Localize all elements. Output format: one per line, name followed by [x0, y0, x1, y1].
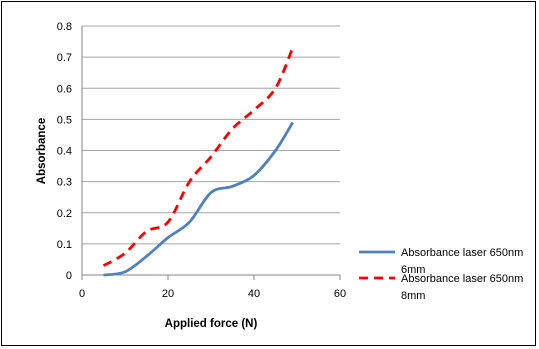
y-tick-label: 0.5	[57, 114, 72, 126]
y-tick-label: 0.7	[57, 52, 72, 64]
x-tick-label: 40	[248, 288, 260, 300]
x-tick-label: 60	[334, 288, 346, 300]
legend-label-1: Absorbance laser 650nm	[401, 247, 523, 259]
x-axis-label: Applied force (N)	[165, 318, 258, 330]
series-lines	[102, 47, 294, 277]
gridlines	[82, 25, 340, 245]
x-tick-label: 20	[162, 288, 174, 300]
x-tick-labels: 0 20 40 60	[79, 288, 346, 300]
x-tick-label: 0	[79, 288, 85, 300]
y-tick-label: 0.6	[57, 83, 72, 95]
y-tick-label: 0.1	[57, 239, 72, 251]
y-tick-label: 0.4	[57, 146, 72, 158]
series-line-1	[103, 121, 294, 277]
y-tick-label: 0.3	[57, 177, 72, 189]
y-tick-label: 0	[66, 270, 72, 282]
y-tick-label: 0.8	[57, 21, 72, 33]
y-tick-label: 0.2	[57, 208, 72, 220]
legend-label-2: Absorbance laser 650nm	[401, 273, 523, 285]
series-line-2	[102, 47, 294, 267]
legend-label-2: 8mm	[401, 290, 425, 302]
y-tick-labels: 0 0.1 0.2 0.3 0.4 0.5 0.6 0.7 0.8	[57, 21, 72, 282]
axes	[81, 26, 341, 280]
legend-label-1: 6mm	[401, 264, 425, 276]
y-axis-label: Absorbance	[36, 118, 48, 184]
